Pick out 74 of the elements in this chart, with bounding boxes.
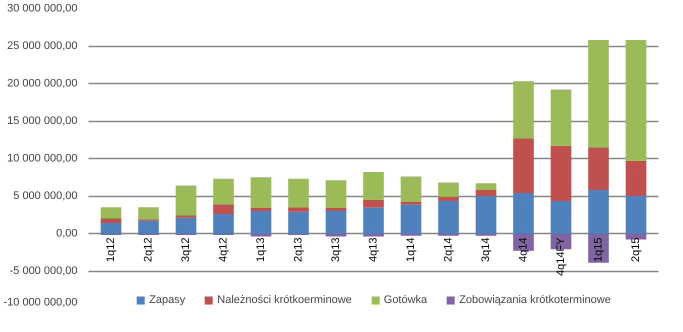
bar bbox=[250, 208, 272, 211]
x-tick-label: 4q13 bbox=[368, 237, 380, 262]
bar bbox=[476, 183, 496, 190]
x-tick-label: 4q14 bbox=[518, 237, 530, 262]
x-tick-label: 3q14 bbox=[480, 237, 492, 262]
bar bbox=[100, 207, 122, 218]
bar bbox=[250, 177, 272, 208]
y-tick-label: 10 000 000,00 bbox=[7, 152, 78, 164]
x-tick-label: 1q15 bbox=[592, 237, 604, 262]
bar bbox=[550, 146, 572, 200]
y-tick-label: 20 000 000,00 bbox=[7, 78, 78, 90]
bar bbox=[100, 223, 122, 234]
bar bbox=[588, 147, 609, 190]
bar bbox=[176, 186, 196, 216]
bar bbox=[288, 212, 309, 234]
bar bbox=[176, 218, 196, 234]
bar bbox=[476, 196, 496, 234]
bar bbox=[626, 196, 646, 234]
bar bbox=[363, 234, 384, 236]
bar bbox=[138, 220, 159, 234]
y-tick-label: 15 000 000,00 bbox=[7, 115, 78, 127]
x-tick-label: 4q14FY bbox=[555, 236, 567, 276]
x-tick-label: 2q15 bbox=[630, 237, 642, 262]
bar bbox=[363, 172, 384, 200]
bar bbox=[288, 178, 309, 208]
x-tick-label: 3q13 bbox=[330, 237, 342, 262]
bar bbox=[138, 207, 159, 220]
y-tick-label: 0,00 bbox=[56, 228, 78, 240]
bar bbox=[438, 182, 459, 197]
y-tick-label: 30 000 000,00 bbox=[7, 2, 78, 14]
bar bbox=[213, 214, 234, 234]
bar bbox=[213, 204, 234, 214]
y-tick-label: -5 000 000,00 bbox=[10, 265, 78, 277]
legend-label: Należności krótkoerminowe bbox=[217, 294, 352, 306]
bar bbox=[438, 196, 459, 200]
legend-label: Gotówka bbox=[384, 294, 428, 306]
x-tick-label: 2q13 bbox=[292, 237, 304, 262]
bar bbox=[326, 180, 346, 208]
bar bbox=[438, 200, 459, 234]
bar bbox=[513, 193, 534, 234]
y-tick-label: 25 000 000,00 bbox=[7, 40, 78, 52]
y-tick-label: 5 000 000,00 bbox=[13, 190, 78, 202]
x-tick-label: 2q12 bbox=[142, 237, 154, 262]
bar bbox=[513, 138, 534, 193]
bar bbox=[476, 190, 496, 196]
bar bbox=[626, 160, 646, 196]
bar bbox=[326, 234, 346, 236]
x-tick-label: 1q13 bbox=[255, 237, 267, 262]
bar bbox=[326, 211, 346, 234]
x-tick-label: 2q14 bbox=[442, 237, 454, 262]
x-tick-label: 3q12 bbox=[180, 237, 192, 262]
bar bbox=[550, 90, 572, 146]
bar bbox=[100, 218, 122, 223]
x-tick-label: 4q12 bbox=[218, 237, 230, 262]
y-tick-label: -10 000 000,00 bbox=[3, 296, 78, 308]
bar bbox=[363, 207, 384, 234]
bar bbox=[588, 40, 609, 148]
bar bbox=[513, 81, 534, 138]
bar bbox=[288, 207, 309, 212]
x-tick-label: 1q12 bbox=[105, 237, 117, 262]
legend-label: Zobowiązania krótkoterminowe bbox=[459, 294, 611, 306]
legend-label: Zapasy bbox=[149, 294, 186, 306]
x-tick-label: 1q14 bbox=[405, 237, 417, 262]
bar bbox=[326, 208, 346, 211]
bar bbox=[400, 204, 422, 234]
bar bbox=[213, 178, 234, 204]
bar bbox=[626, 40, 646, 161]
bar bbox=[363, 200, 384, 208]
bar bbox=[250, 211, 272, 234]
bar bbox=[626, 234, 646, 240]
bar bbox=[250, 234, 272, 236]
bar bbox=[588, 190, 609, 234]
bar bbox=[400, 176, 422, 202]
bar bbox=[550, 200, 572, 234]
